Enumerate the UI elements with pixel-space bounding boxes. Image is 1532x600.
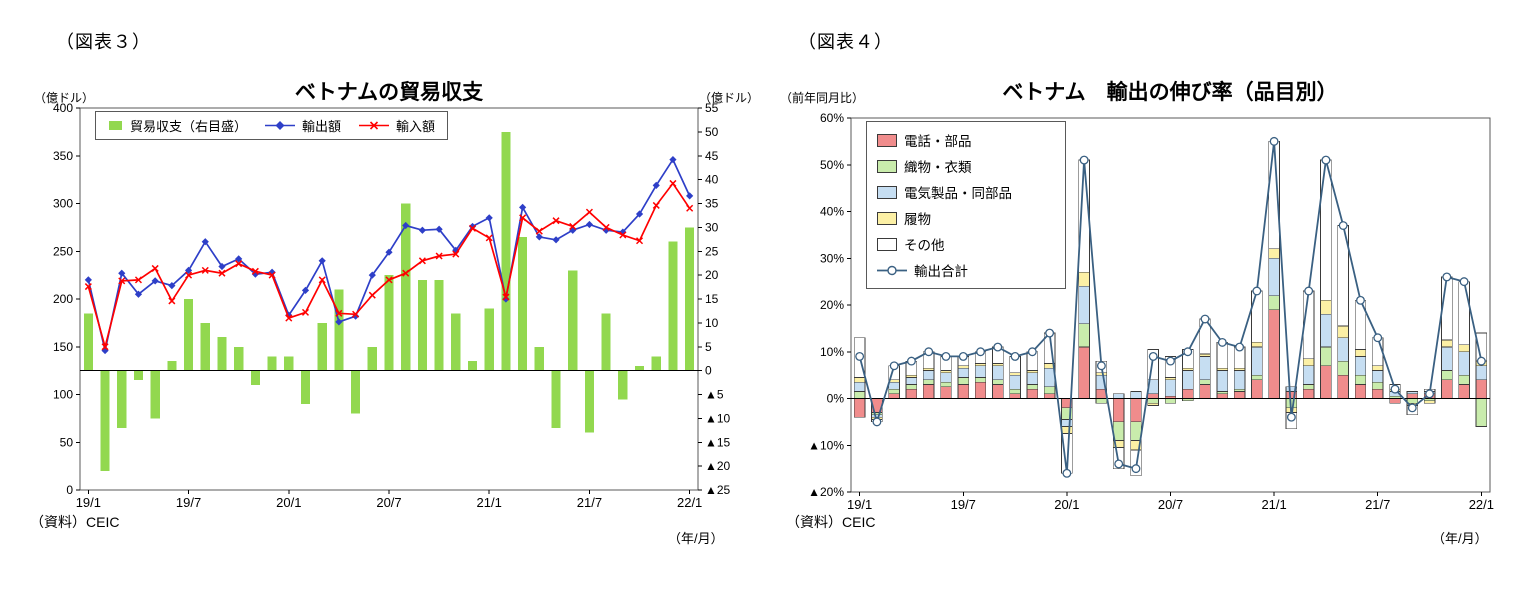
svg-text:100: 100 [53, 388, 73, 402]
fig3-plot: 0 50 100 150 200 250 300 350 400 ▲25 ▲20 ▲15 ▲10 ▲5 0 5… [53, 101, 731, 510]
svg-text:20/7: 20/7 [376, 495, 401, 510]
svg-text:21/1: 21/1 [477, 495, 502, 510]
svg-text:21/7: 21/7 [577, 495, 602, 510]
svg-text:21/1: 21/1 [1261, 497, 1286, 512]
svg-text:40%: 40% [820, 205, 844, 219]
fig3-left-axis-unit: （億ドル） [34, 91, 95, 105]
svg-text:0: 0 [66, 483, 73, 497]
svg-text:▲25: ▲25 [705, 483, 731, 497]
exports-line-swatch-icon [265, 121, 296, 130]
legend-label: 輸出合計 [914, 264, 968, 279]
legend-label: 輸入額 [396, 119, 436, 134]
fig4-tag: （図表４） [798, 32, 893, 52]
footwear-swatch-icon [877, 211, 897, 225]
legend-item-exports: 輸出額 [265, 116, 341, 135]
svg-text:▲15: ▲15 [705, 435, 731, 449]
legend-label: 織物・衣類 [904, 160, 972, 175]
export-total-line-swatch-icon [877, 265, 907, 275]
fig4-export-total-line [855, 136, 1486, 478]
fig3-source: （資料）CEIC [30, 514, 120, 530]
fig3-right-axis-unit: （億ドル） [699, 91, 760, 105]
trade-balance-swatch-icon [109, 121, 122, 130]
others-swatch-icon [877, 237, 897, 251]
legend-item-textiles-garments: 織物・衣類 [877, 156, 972, 176]
svg-text:50%: 50% [820, 158, 844, 172]
fig4-title: ベトナム 輸出の伸び率（品目別） [1002, 81, 1338, 104]
svg-text:15: 15 [705, 292, 719, 306]
svg-text:30: 30 [705, 220, 719, 234]
svg-text:22/1: 22/1 [1469, 497, 1494, 512]
svg-text:5: 5 [705, 340, 712, 354]
svg-text:200: 200 [53, 292, 73, 306]
svg-text:150: 150 [53, 340, 73, 354]
svg-text:▲10: ▲10 [705, 411, 731, 425]
svg-text:400: 400 [53, 101, 73, 115]
legend-item-export-total: 輸出合計 [877, 260, 968, 280]
legend-item-electronics-parts: 電気製品・同部品 [877, 182, 1012, 202]
svg-text:40: 40 [705, 173, 719, 187]
svg-text:20/1: 20/1 [276, 495, 301, 510]
legend-label: 電気製品・同部品 [904, 186, 1012, 201]
legend-item-footwear: 履物 [877, 208, 931, 228]
fig3-legend: 貿易収支（右目盛） 輸出額 輸入額 [95, 111, 449, 140]
svg-text:19/1: 19/1 [76, 495, 101, 510]
svg-text:55: 55 [705, 101, 719, 115]
legend-label: 輸出額 [302, 119, 342, 134]
svg-text:300: 300 [53, 197, 73, 211]
phones-parts-swatch-icon [877, 133, 897, 147]
fig3-x-axis-unit: （年/月） [668, 531, 724, 546]
svg-text:35: 35 [705, 197, 719, 211]
svg-text:22/1: 22/1 [677, 495, 702, 510]
legend-item-trade-balance: 貿易収支（右目盛） [108, 116, 247, 135]
fig4-stacked-bars [853, 141, 1488, 476]
imports-line-swatch-icon [359, 121, 390, 130]
svg-text:250: 250 [53, 244, 73, 258]
legend-label: その他 [904, 238, 945, 253]
svg-text:350: 350 [53, 149, 73, 163]
fig3-trade-balance-bars [83, 131, 695, 471]
fig4-y-axis-unit: （前年同月比） [780, 91, 865, 105]
svg-text:60%: 60% [820, 111, 844, 125]
fig4-x-axis-unit: （年/月） [1432, 531, 1488, 546]
legend-item-imports: 輸入額 [359, 116, 435, 135]
textiles-garments-swatch-icon [877, 159, 897, 173]
svg-text:50: 50 [705, 125, 719, 139]
svg-text:▲20%: ▲20% [808, 485, 844, 499]
svg-text:21/7: 21/7 [1365, 497, 1390, 512]
svg-text:20/7: 20/7 [1158, 497, 1183, 512]
svg-text:50: 50 [60, 435, 74, 449]
svg-text:30%: 30% [820, 251, 844, 265]
svg-text:0: 0 [705, 364, 712, 378]
legend-item-others: その他 [877, 234, 945, 254]
fig4-source: （資料）CEIC [786, 514, 876, 530]
legend-label: 電話・部品 [904, 134, 972, 149]
svg-text:20: 20 [705, 268, 719, 282]
svg-text:19/7: 19/7 [951, 497, 976, 512]
fig4-legend: 電話・部品 織物・衣類 電気製品・同部品 履物 その他 [866, 121, 1066, 289]
electronics-parts-swatch-icon [877, 185, 897, 199]
fig3-tag: （図表３） [56, 32, 151, 52]
legend-item-phones-parts: 電話・部品 [877, 130, 972, 150]
svg-text:19/1: 19/1 [847, 497, 872, 512]
fig3-imports-line [84, 179, 694, 351]
svg-text:10%: 10% [820, 345, 844, 359]
svg-text:19/7: 19/7 [176, 495, 201, 510]
svg-text:20/1: 20/1 [1054, 497, 1079, 512]
svg-text:▲5: ▲5 [705, 388, 724, 402]
fig3-title: ベトナムの貿易収支 [294, 81, 484, 104]
svg-text:▲20: ▲20 [705, 459, 731, 473]
svg-text:45: 45 [705, 149, 719, 163]
svg-text:10: 10 [705, 316, 719, 330]
svg-text:20%: 20% [820, 298, 844, 312]
svg-text:▲10%: ▲10% [808, 438, 844, 452]
fig4-plot: ▲20% ▲10% 0% 10% 20% 30% 40% 50% 60% 19/1 19/7 20/1… [808, 111, 1494, 512]
legend-label: 貿易収支（右目盛） [130, 119, 248, 134]
svg-text:0%: 0% [827, 392, 845, 406]
legend-label: 履物 [904, 212, 931, 227]
svg-text:25: 25 [705, 244, 719, 258]
